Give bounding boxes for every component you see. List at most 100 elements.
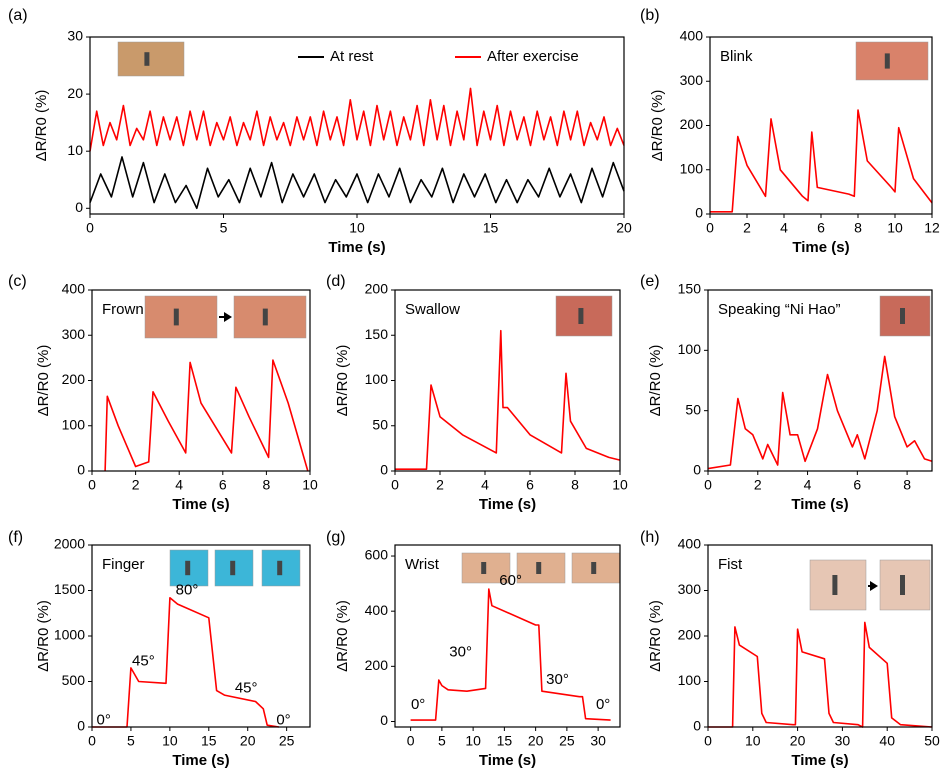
y-tick-label: 300 [62,326,86,342]
y-tick-label: 1500 [54,581,85,597]
data-line [105,360,308,471]
annotation: 45° [235,680,258,697]
panel-caption: Blink [720,48,753,65]
panel-caption: Wrist [405,556,440,573]
x-tick-label: 6 [817,220,825,236]
panel: (b)0100200300400024681012Time (s)ΔR/R0 (… [640,7,940,256]
y-tick-label: 400 [62,281,86,297]
legend-label: After exercise [487,48,579,65]
y-axis-label: ΔR/R0 (%) [33,90,50,162]
y-tick-label: 50 [372,416,388,432]
x-tick-label: 0 [704,733,712,749]
panel-label: (a) [8,7,28,24]
inset-photo [118,42,184,76]
x-tick-label: 0 [391,477,399,493]
y-tick-label: 0 [695,205,703,221]
arrow-head [870,581,878,591]
y-tick-label: 100 [62,416,86,432]
x-axis-label: Time (s) [791,496,848,513]
annotation: 30° [546,671,569,688]
sensor [144,52,149,66]
x-tick-label: 6 [219,477,227,493]
x-axis-label: Time (s) [172,752,229,769]
x-tick-label: 30 [835,733,851,749]
annotation: 45° [132,652,155,669]
y-tick-label: 30 [67,28,83,44]
annotation: 60° [499,572,522,589]
y-axis-label: ΔR/R0 (%) [334,600,351,672]
sensor [591,562,596,574]
y-tick-label: 200 [678,627,702,643]
y-tick-label: 100 [678,672,702,688]
x-tick-label: 2 [754,477,762,493]
panel-label: (e) [640,273,660,290]
inset-photo [234,296,306,338]
annotation: 80° [176,581,199,598]
x-tick-label: 2 [132,477,140,493]
y-tick-label: 100 [680,160,704,176]
inset-photo [556,296,612,336]
x-tick-label: 20 [240,733,256,749]
x-tick-label: 10 [302,477,318,493]
sensor [185,561,190,575]
data-line [90,88,624,151]
sensor [578,308,583,324]
panel-caption: Frown [102,301,144,318]
y-tick-label: 1000 [54,627,85,643]
y-tick-label: 0 [693,718,701,734]
y-tick-label: 0 [693,462,701,478]
x-tick-label: 10 [612,477,628,493]
x-tick-label: 10 [162,733,178,749]
y-tick-label: 200 [365,281,389,297]
sensor [481,562,486,574]
x-tick-label: 30 [590,733,606,749]
sensor [900,308,905,324]
x-tick-label: 8 [854,220,862,236]
x-tick-label: 50 [924,733,940,749]
annotation: 0° [411,696,425,713]
x-tick-label: 2 [436,477,444,493]
annotation: 0° [97,712,111,729]
sensor [263,309,268,326]
x-tick-label: 4 [804,477,812,493]
y-tick-label: 200 [62,371,86,387]
x-axis-label: Time (s) [172,496,229,513]
y-tick-label: 400 [365,602,389,618]
x-tick-label: 40 [879,733,895,749]
sensor [174,309,179,326]
y-axis-label: ΔR/R0 (%) [647,600,664,672]
panel-caption: Fist [718,556,743,573]
annotation: 0° [596,696,610,713]
panel-label: (g) [326,529,346,546]
x-tick-label: 15 [201,733,217,749]
x-tick-label: 10 [349,220,365,236]
panel-caption: Speaking “Ni Hao” [718,301,841,318]
x-axis-label: Time (s) [479,752,536,769]
y-axis-label: ΔR/R0 (%) [647,345,664,417]
x-tick-label: 5 [220,220,228,236]
data-line [395,331,620,470]
x-tick-label: 10 [465,733,481,749]
sensor [536,562,541,574]
x-tick-label: 6 [526,477,534,493]
x-tick-label: 20 [790,733,806,749]
x-tick-label: 0 [704,477,712,493]
inset-photo [856,42,928,80]
x-tick-label: 4 [481,477,489,493]
x-tick-label: 0 [88,477,96,493]
x-axis-label: Time (s) [791,752,848,769]
y-tick-label: 0 [75,199,83,215]
panel: (f)05001000150020000510152025Time (s)ΔR/… [8,529,310,769]
y-tick-label: 50 [685,401,701,417]
panel-caption: Finger [102,556,145,573]
panel-label: (f) [8,529,23,546]
x-tick-label: 15 [497,733,513,749]
sensor [277,561,282,575]
figure: (a)010203005101520Time (s)ΔR/R0 (%)At re… [0,0,947,770]
y-tick-label: 300 [680,72,704,88]
y-tick-label: 100 [678,341,702,357]
y-tick-label: 200 [365,657,389,673]
data-line [90,157,624,208]
